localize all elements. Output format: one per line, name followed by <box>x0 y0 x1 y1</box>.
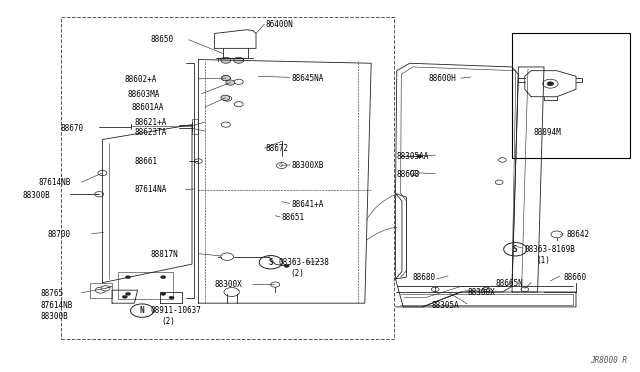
Circle shape <box>221 253 234 260</box>
Circle shape <box>125 292 131 295</box>
Text: (2): (2) <box>161 317 175 326</box>
Circle shape <box>547 82 554 86</box>
Text: 86400N: 86400N <box>266 20 293 29</box>
Circle shape <box>483 287 490 292</box>
Text: 88601AA: 88601AA <box>131 103 164 112</box>
Circle shape <box>101 286 110 291</box>
Text: 08911-10637: 08911-10637 <box>150 306 201 315</box>
Text: 88305AA: 88305AA <box>397 152 429 161</box>
Text: (1): (1) <box>536 256 550 265</box>
Text: 88623TA: 88623TA <box>134 128 167 137</box>
Text: S: S <box>513 245 518 254</box>
Circle shape <box>234 102 243 107</box>
Circle shape <box>221 76 230 81</box>
Circle shape <box>169 296 174 299</box>
Text: 88641+A: 88641+A <box>291 200 324 209</box>
Text: 88600H: 88600H <box>429 74 456 83</box>
Text: 88660: 88660 <box>563 273 586 282</box>
Circle shape <box>195 159 202 163</box>
Circle shape <box>234 57 244 63</box>
Circle shape <box>221 76 230 81</box>
Text: 88305A: 88305A <box>432 301 460 310</box>
Circle shape <box>221 122 230 127</box>
Circle shape <box>271 282 280 287</box>
Circle shape <box>122 295 127 298</box>
Text: 88642: 88642 <box>566 230 589 239</box>
Circle shape <box>221 95 230 100</box>
Text: 88300X: 88300X <box>214 280 242 289</box>
Text: 88300X: 88300X <box>467 288 495 296</box>
Circle shape <box>410 170 419 176</box>
Circle shape <box>417 155 422 158</box>
Text: 88665N: 88665N <box>496 279 524 288</box>
Circle shape <box>98 170 107 176</box>
Circle shape <box>499 158 506 162</box>
Circle shape <box>551 231 563 238</box>
Circle shape <box>226 80 235 85</box>
Text: (2): (2) <box>290 269 304 278</box>
Circle shape <box>161 276 166 279</box>
Text: 88894M: 88894M <box>533 128 561 137</box>
Text: 88608: 88608 <box>397 170 420 179</box>
Bar <box>61 17 394 339</box>
Text: 88672: 88672 <box>266 144 289 153</box>
Text: 08363-61238: 08363-61238 <box>278 258 329 267</box>
Circle shape <box>125 276 131 279</box>
Text: 88602+A: 88602+A <box>125 76 157 84</box>
Text: JR8000 R: JR8000 R <box>590 356 627 365</box>
Bar <box>512 33 630 158</box>
Text: 88661: 88661 <box>134 157 157 166</box>
Text: 88621+A: 88621+A <box>134 118 167 127</box>
Text: 88300B: 88300B <box>22 191 50 200</box>
Text: 88300XB: 88300XB <box>291 161 324 170</box>
Text: 88670: 88670 <box>61 124 84 133</box>
Circle shape <box>223 96 232 101</box>
Text: 88651: 88651 <box>282 213 305 222</box>
Text: 08363-8169B: 08363-8169B <box>525 245 575 254</box>
Text: 88680: 88680 <box>413 273 436 282</box>
Circle shape <box>95 192 104 197</box>
Text: 88765: 88765 <box>40 289 63 298</box>
Text: 88603MA: 88603MA <box>128 90 161 99</box>
Circle shape <box>495 180 503 185</box>
Circle shape <box>131 304 154 317</box>
Circle shape <box>543 79 558 88</box>
Circle shape <box>224 288 239 296</box>
Text: 88650: 88650 <box>150 35 173 44</box>
Circle shape <box>234 79 243 84</box>
Circle shape <box>431 287 439 292</box>
Text: S: S <box>268 258 273 267</box>
Text: 87614NA: 87614NA <box>134 185 167 194</box>
Circle shape <box>259 256 282 269</box>
Circle shape <box>221 57 231 63</box>
Circle shape <box>284 264 289 267</box>
Text: ◇: ◇ <box>280 163 284 169</box>
Circle shape <box>504 243 527 256</box>
Text: 88645NA: 88645NA <box>291 74 324 83</box>
Text: 87614NB: 87614NB <box>40 301 73 310</box>
Circle shape <box>161 292 166 295</box>
Text: N: N <box>140 306 145 315</box>
Circle shape <box>95 287 106 293</box>
Circle shape <box>521 287 529 292</box>
Circle shape <box>276 163 287 169</box>
Text: 88300B: 88300B <box>40 312 68 321</box>
Text: 87614NB: 87614NB <box>38 178 71 187</box>
Text: 88817N: 88817N <box>150 250 178 259</box>
Text: 88700: 88700 <box>48 230 71 239</box>
